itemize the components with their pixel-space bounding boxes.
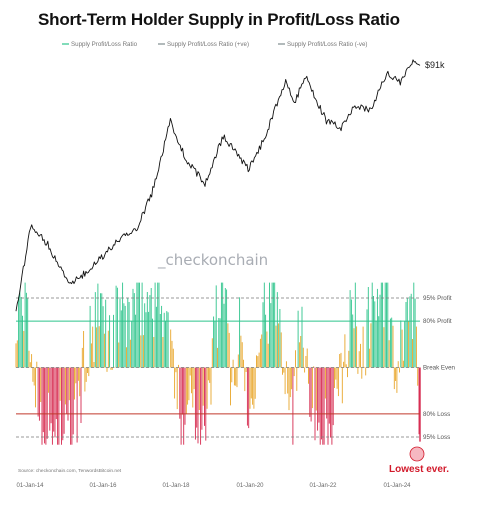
x-tick-label: 01-Jan-16 [89, 483, 117, 489]
watermark: _checkonchain [157, 251, 268, 270]
ref-label: 80% Loss [423, 411, 450, 418]
x-axis: 01-Jan-14 01-Jan-16 01-Jan-18 01-Jan-20 01-J… [16, 483, 411, 489]
ref-label: 95% Profit [423, 295, 452, 302]
ref-label: Break Even [423, 365, 456, 372]
lowest-annotation: Lowest ever. [389, 464, 449, 475]
legend-ratio: Supply Profit/Loss Ratio [71, 41, 138, 48]
legend: Supply Profit/Loss Ratio Supply Profit/L… [62, 41, 367, 48]
x-tick-label: 01-Jan-22 [309, 483, 337, 489]
x-tick-label: 01-Jan-14 [16, 483, 44, 489]
ratio-series [15, 282, 421, 445]
source-note: Source: checkonchain.com, TenwordsBitcoi… [18, 468, 122, 474]
reference-levels: 95% Profit 80% Profit Break Even 80% Loss 95… [16, 295, 456, 441]
ref-label: 95% Loss [423, 434, 450, 441]
price-label: $91k [425, 60, 445, 70]
legend-positive: Supply Profit/Loss Ratio (+ve) [167, 41, 249, 48]
x-tick-label: 01-Jan-18 [162, 483, 190, 489]
lowest-marker [409, 446, 425, 462]
x-tick-label: 01-Jan-20 [236, 483, 264, 489]
legend-negative: Supply Profit/Loss Ratio (-ve) [287, 41, 367, 48]
price-series [15, 59, 421, 312]
chart-title: Short-Term Holder Supply in Profit/Loss … [38, 10, 400, 29]
price-line [15, 59, 421, 312]
ref-label: 80% Profit [423, 318, 452, 325]
x-tick-label: 01-Jan-24 [383, 483, 411, 489]
